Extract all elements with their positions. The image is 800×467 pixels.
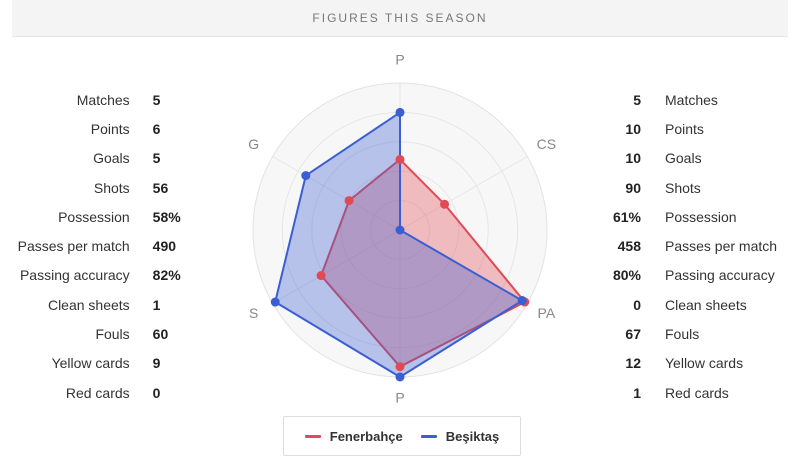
stat-label: Matches — [665, 91, 718, 108]
radar-axis-line — [399, 156, 528, 231]
stat-value: 67 — [625, 326, 641, 343]
stat-label: Yellow cards — [665, 355, 744, 372]
stat-value: 60 — [152, 326, 169, 343]
series-point-1 — [395, 154, 405, 164]
left-stat-row: Possession 58% — [0, 202, 200, 231]
left-stat-row: Passing accuracy 82% — [0, 261, 200, 290]
stat-value: 61% — [612, 208, 641, 225]
stat-value: 1 — [152, 296, 161, 313]
series-point-2 — [301, 171, 311, 181]
right-stat-row: 67 Fouls — [600, 319, 800, 348]
stat-label: Fouls — [665, 326, 700, 343]
stat-value: 82% — [152, 267, 181, 284]
stat-value: 1 — [633, 384, 641, 401]
series-point-1 — [316, 271, 326, 281]
series-point-1 — [440, 199, 450, 209]
radar-axis-line — [272, 156, 401, 231]
legend-item-team-2[interactable]: Beşiktaş — [420, 428, 500, 444]
stat-value: 90 — [625, 179, 641, 196]
series-point-2 — [395, 107, 405, 117]
stat-label: Possession — [58, 208, 130, 225]
left-stat-row: Fouls 60 — [0, 319, 200, 348]
stat-label: Fouls — [95, 326, 130, 343]
stat-label: Passes per match — [17, 238, 130, 255]
right-stat-row: 1 Red cards — [600, 378, 800, 407]
section-header: FIGURES THIS SEASON — [12, 0, 788, 37]
left-stat-row: Clean sheets 1 — [0, 290, 200, 319]
right-stat-row: 10 Goals — [600, 144, 800, 173]
stat-label: Goals — [93, 150, 130, 167]
stat-value: 6 — [152, 120, 161, 137]
stat-value: 10 — [625, 150, 641, 167]
right-stat-row: 12 Yellow cards — [600, 349, 800, 378]
stat-value: 9 — [152, 355, 161, 372]
chart-legend: Fenerbahçe Beşiktaş — [283, 416, 521, 456]
stat-value: 458 — [617, 238, 641, 255]
stat-label: Passing accuracy — [665, 267, 775, 284]
stat-label: Shots — [93, 179, 130, 196]
stat-label: Matches — [76, 91, 130, 108]
stat-value: 5 — [152, 150, 161, 167]
stat-label: Points — [665, 120, 704, 137]
legend-label-team-1: Fenerbahçe — [329, 428, 403, 444]
stat-label: Clean sheets — [47, 296, 130, 313]
right-team-stats: 5 Matches 10 Points 10 Goals 90 Shots 61% Possess… — [600, 85, 800, 407]
stat-label: Possession — [665, 208, 737, 225]
stat-value: 80% — [612, 267, 641, 284]
radar-axis-label: P — [395, 52, 404, 68]
stat-value: 490 — [152, 238, 177, 255]
radar-axis-label: S — [249, 305, 258, 321]
radar-axis-label: CS — [537, 136, 556, 152]
radar-axis-line — [272, 229, 401, 304]
series-point-2 — [517, 296, 527, 306]
section-title: FIGURES THIS SEASON — [312, 11, 488, 25]
right-stat-row: 90 Shots — [600, 173, 800, 202]
stat-label: Red cards — [665, 384, 729, 401]
stat-value: 5 — [152, 91, 161, 108]
stat-label: Passes per match — [665, 238, 778, 255]
legend-item-team-1[interactable]: Fenerbahçe — [304, 428, 403, 444]
left-stat-row: Passes per match 490 — [0, 231, 200, 260]
right-stat-row: 10 Points — [600, 114, 800, 143]
stat-value: 12 — [625, 355, 641, 372]
stat-label: Goals — [665, 150, 702, 167]
right-stat-row: 80% Passing accuracy — [600, 261, 800, 290]
series-point-2 — [270, 297, 280, 307]
stat-value: 0 — [152, 384, 161, 401]
stat-label: Red cards — [65, 384, 130, 401]
radar-axis-label: G — [248, 136, 259, 152]
stat-label: Shots — [665, 179, 701, 196]
legend-swatch-team-1 — [304, 434, 321, 438]
left-stat-row: Goals 5 — [0, 144, 200, 173]
radar-axis-label: P — [395, 390, 404, 406]
series-point-2 — [395, 225, 405, 235]
stat-value: 0 — [633, 296, 641, 313]
stat-value: 10 — [625, 120, 641, 137]
legend-label-team-2: Beşiktaş — [445, 428, 500, 444]
legend-swatch-team-2 — [420, 434, 437, 438]
series-point-1 — [395, 362, 405, 372]
radar-axis-label: PA — [538, 305, 556, 321]
stat-label: Clean sheets — [665, 296, 747, 313]
series-point-2 — [395, 372, 405, 382]
left-stat-row: Points 6 — [0, 114, 200, 143]
stat-value: 58% — [152, 208, 181, 225]
right-stat-row: 61% Possession — [600, 202, 800, 231]
left-stat-row: Yellow cards 9 — [0, 349, 200, 378]
right-stat-row: 0 Clean sheets — [600, 290, 800, 319]
series-point-1 — [344, 196, 354, 206]
left-stat-row: Red cards 0 — [0, 378, 200, 407]
stat-label: Yellow cards — [51, 355, 130, 372]
stat-value: 5 — [633, 91, 641, 108]
right-stat-row: 458 Passes per match — [600, 231, 800, 260]
stat-label: Points — [90, 120, 130, 137]
left-team-stats: Matches 5 Points 6 Goals 5 Shots 56 Possession 58… — [0, 85, 200, 407]
stat-value: 56 — [152, 179, 169, 196]
stat-label: Passing accuracy — [19, 267, 130, 284]
left-stat-row: Shots 56 — [0, 173, 200, 202]
right-stat-row: 5 Matches — [600, 85, 800, 114]
left-stat-row: Matches 5 — [0, 85, 200, 114]
